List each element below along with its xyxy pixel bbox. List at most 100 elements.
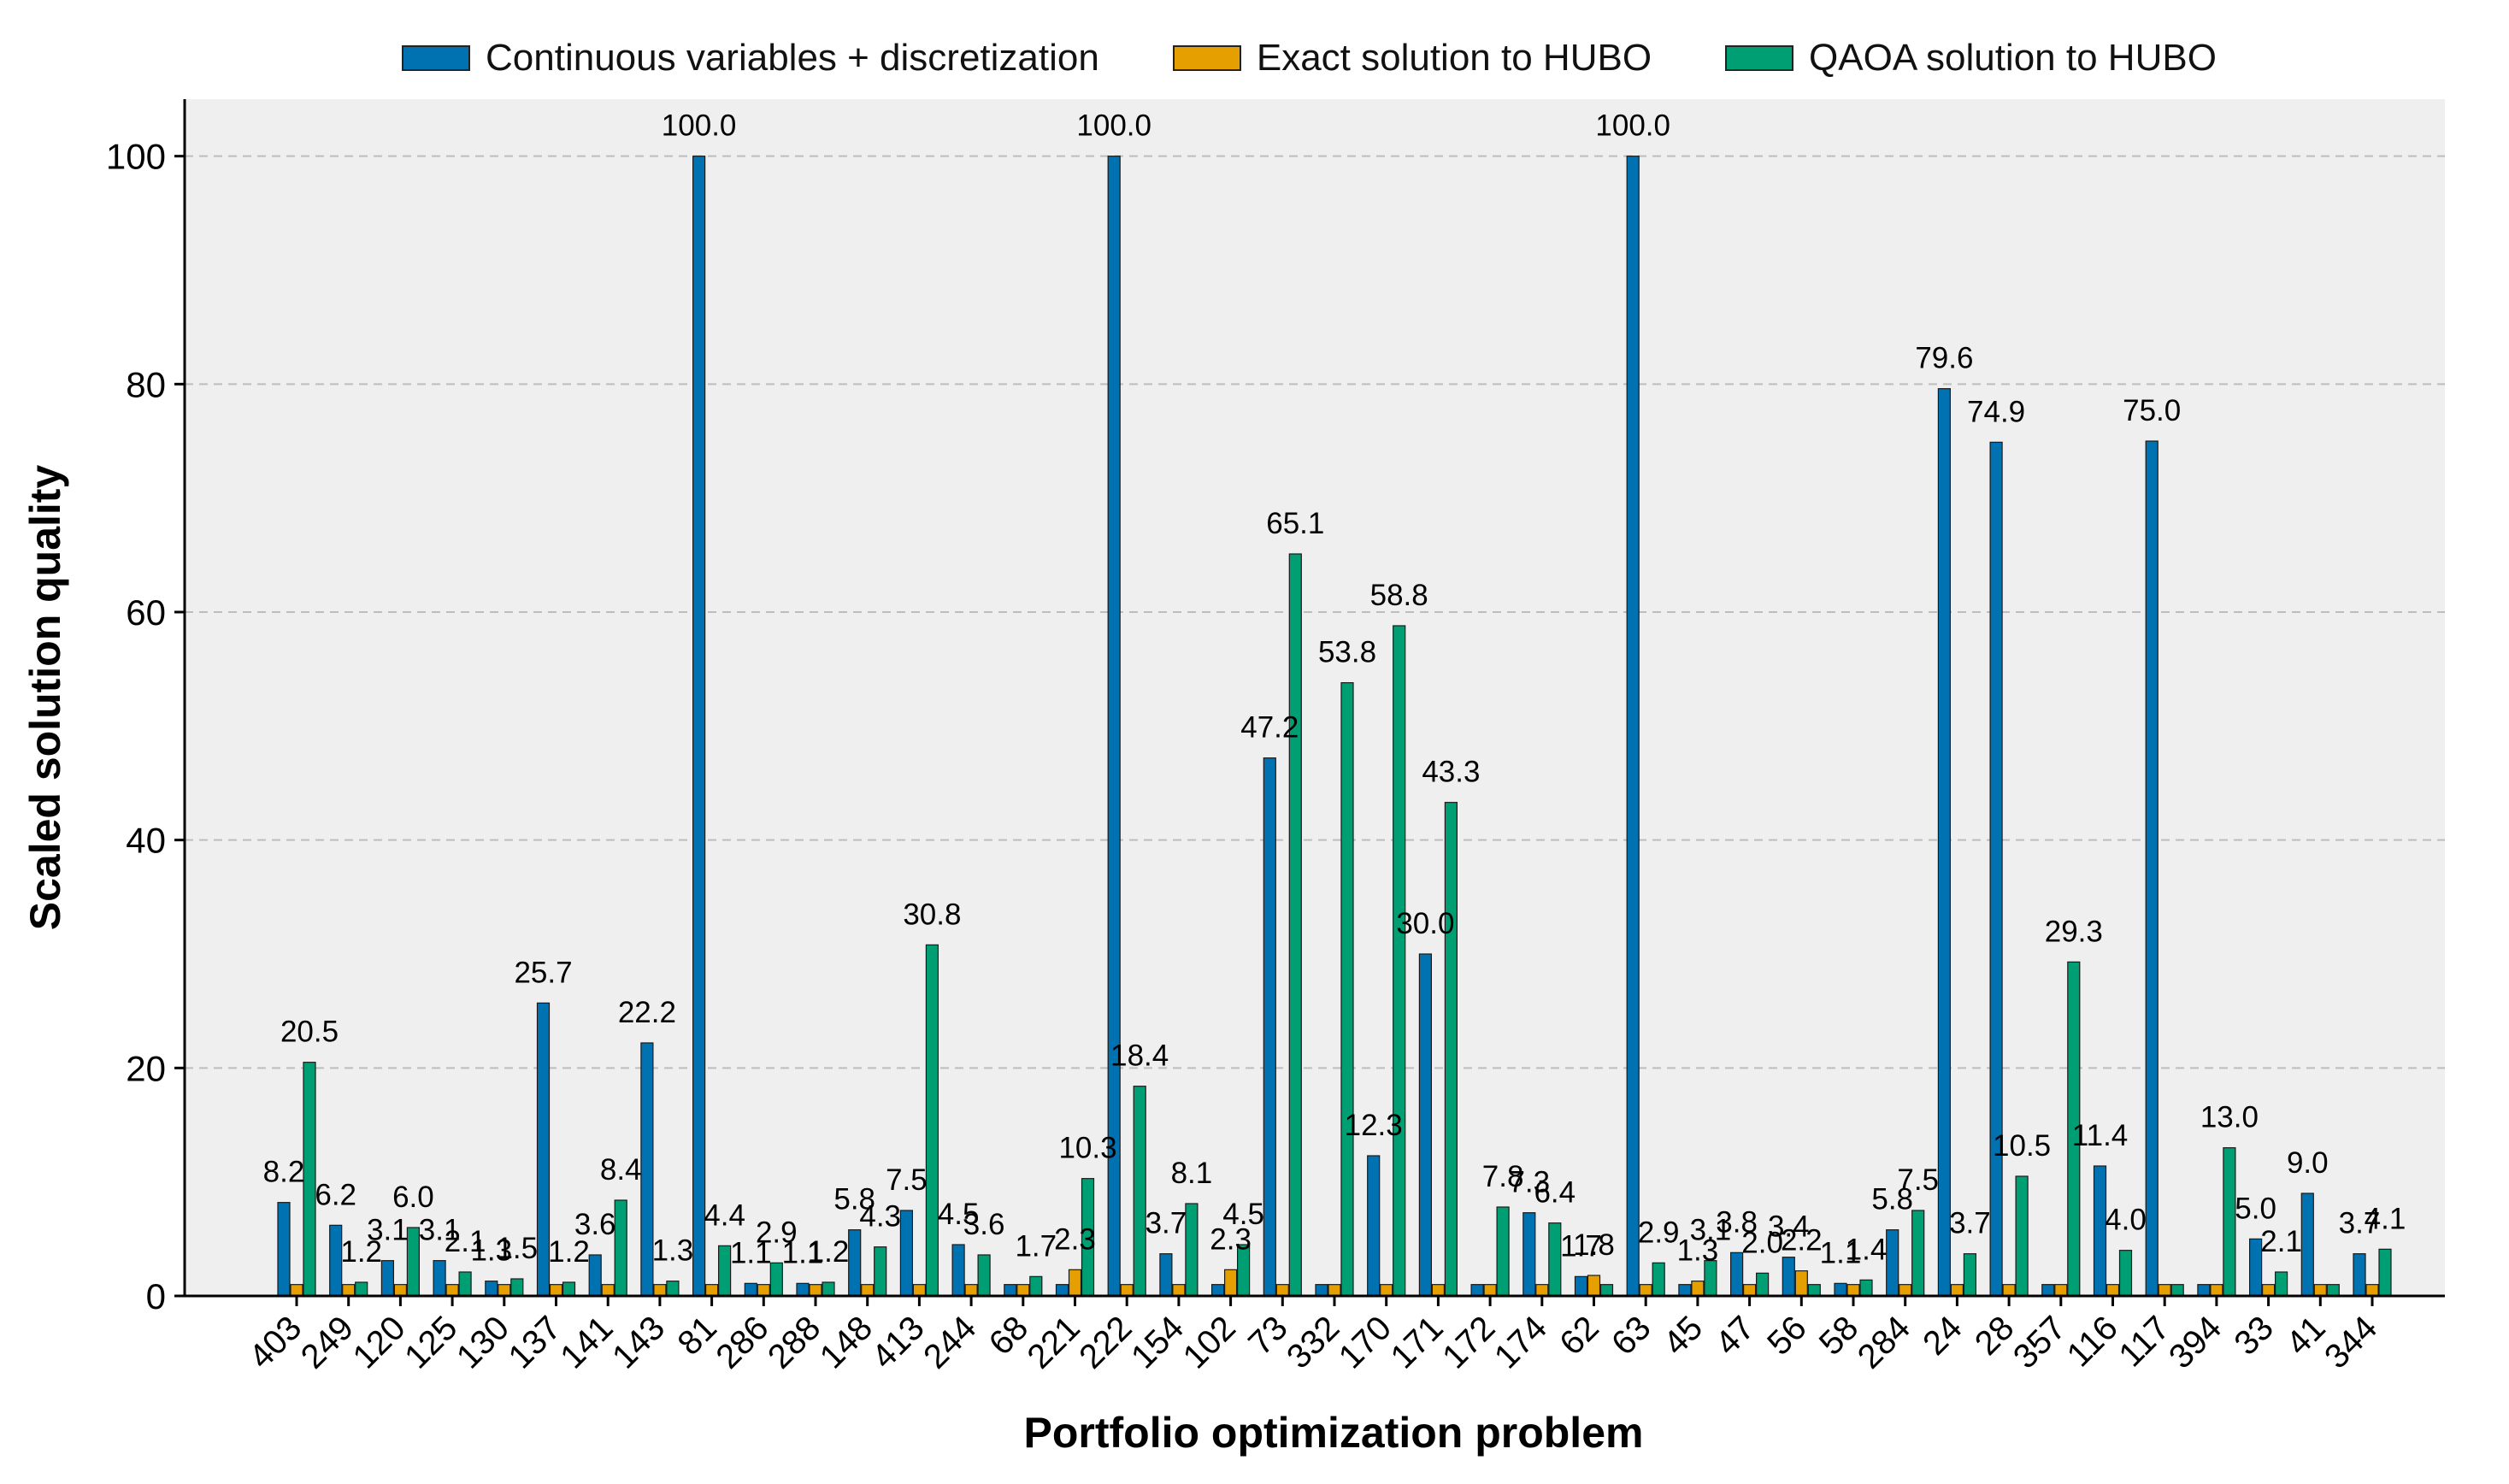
bar bbox=[1522, 1212, 1536, 1297]
data-label: 20.5 bbox=[280, 1016, 339, 1049]
bar bbox=[1004, 1284, 1017, 1297]
data-label: 1.5 bbox=[496, 1232, 538, 1265]
data-label: 4.5 bbox=[938, 1198, 980, 1231]
x-tick-label: 120 bbox=[345, 1309, 412, 1375]
bar bbox=[692, 156, 706, 1297]
bar bbox=[977, 1254, 991, 1297]
bar bbox=[1029, 1275, 1043, 1297]
data-label: 3.7 bbox=[1949, 1207, 1991, 1240]
bar bbox=[1846, 1284, 1860, 1297]
x-tick-label: 332 bbox=[1280, 1309, 1346, 1375]
bar bbox=[2106, 1284, 2120, 1297]
data-label: 2.1 bbox=[445, 1225, 486, 1258]
y-tick-label: 80 bbox=[126, 364, 166, 404]
bar bbox=[1834, 1282, 1847, 1297]
bar bbox=[393, 1284, 407, 1297]
bar bbox=[1133, 1086, 1146, 1297]
x-tick-label: 403 bbox=[242, 1309, 309, 1375]
bar bbox=[1574, 1275, 1588, 1297]
legend-swatch-exact bbox=[1172, 45, 1241, 71]
bar bbox=[848, 1229, 862, 1297]
data-label: 2.3 bbox=[1210, 1222, 1252, 1256]
data-label: 4.4 bbox=[704, 1198, 745, 1232]
plot-area bbox=[185, 99, 2445, 1296]
data-label: 2.9 bbox=[1638, 1216, 1680, 1249]
bar bbox=[1393, 625, 1406, 1297]
x-tick-label: 413 bbox=[864, 1309, 931, 1375]
data-label: 1.3 bbox=[652, 1234, 694, 1268]
bar bbox=[2054, 1284, 2068, 1297]
data-label: 5.0 bbox=[2235, 1192, 2276, 1225]
bar bbox=[2118, 1250, 2133, 1297]
bar bbox=[2223, 1147, 2236, 1297]
bar bbox=[1185, 1203, 1199, 1297]
bar bbox=[744, 1282, 757, 1297]
x-tick-label: 141 bbox=[553, 1309, 620, 1375]
bar bbox=[809, 1284, 822, 1297]
bar bbox=[1120, 1284, 1134, 1297]
bar bbox=[717, 1245, 732, 1297]
bar bbox=[2041, 1284, 2055, 1297]
bar bbox=[1483, 1284, 1497, 1297]
bar bbox=[964, 1284, 978, 1297]
data-label: 8.1 bbox=[1171, 1157, 1213, 1190]
bar bbox=[2145, 440, 2159, 1297]
bar bbox=[498, 1284, 511, 1297]
bar bbox=[1794, 1270, 1808, 1297]
bar bbox=[1782, 1257, 1795, 1297]
bar bbox=[380, 1260, 394, 1297]
data-label: 5.8 bbox=[1871, 1183, 1913, 1216]
data-label: 3.8 bbox=[1716, 1205, 1758, 1239]
bar bbox=[1288, 553, 1302, 1297]
x-tick-label: 288 bbox=[761, 1309, 827, 1375]
bar bbox=[1470, 1284, 1484, 1297]
legend-item-exact: Exact solution to HUBO bbox=[1172, 37, 1652, 80]
data-label: 4.1 bbox=[2365, 1202, 2406, 1235]
bar bbox=[2365, 1284, 2379, 1297]
x-tick-label: 45 bbox=[1657, 1309, 1711, 1363]
x-tick-label: 63 bbox=[1605, 1309, 1658, 1363]
x-tick-label: 102 bbox=[1176, 1309, 1243, 1375]
bar bbox=[1652, 1262, 1665, 1297]
bar bbox=[757, 1284, 770, 1297]
data-label: 5.8 bbox=[833, 1183, 875, 1216]
x-tick-label: 284 bbox=[1851, 1309, 1917, 1375]
x-tick-label: 221 bbox=[1021, 1309, 1087, 1375]
y-ticks: 0 20 40 60 80 100 bbox=[106, 137, 185, 1316]
bar bbox=[1599, 1284, 1614, 1297]
x-tick-label: 249 bbox=[294, 1309, 361, 1375]
bar bbox=[2353, 1253, 2366, 1297]
bar bbox=[912, 1284, 927, 1297]
bar bbox=[1159, 1253, 1173, 1297]
bar bbox=[1367, 1155, 1381, 1297]
x-tick-label: 148 bbox=[813, 1309, 880, 1375]
data-label: 30.0 bbox=[1396, 907, 1454, 940]
bar bbox=[1678, 1284, 1692, 1297]
data-label: 1.3 bbox=[470, 1234, 512, 1268]
bar bbox=[1068, 1269, 1082, 1297]
data-label: 4.0 bbox=[2105, 1204, 2147, 1237]
legend-item-continuous: Continuous variables + discretization bbox=[402, 37, 1099, 80]
bar bbox=[2378, 1248, 2392, 1297]
data-label: 2.2 bbox=[1781, 1224, 1823, 1257]
bar bbox=[1380, 1284, 1393, 1297]
bar bbox=[1328, 1284, 1341, 1297]
bar bbox=[1418, 953, 1433, 1297]
bar bbox=[2197, 1284, 2211, 1297]
data-label: 1.3 bbox=[1677, 1234, 1719, 1268]
data-label: 2.9 bbox=[756, 1216, 798, 1249]
bar bbox=[1691, 1281, 1705, 1297]
y-axis-label: Scaled solution quality bbox=[21, 465, 69, 931]
x-tick-label: 171 bbox=[1383, 1309, 1450, 1375]
data-label: 30.8 bbox=[903, 898, 961, 931]
bar bbox=[1963, 1253, 1976, 1297]
bar bbox=[704, 1284, 719, 1297]
x-tick-label: 24 bbox=[1916, 1309, 1970, 1363]
bar bbox=[601, 1284, 615, 1297]
x-tick-label: 62 bbox=[1552, 1309, 1606, 1363]
bar bbox=[355, 1281, 368, 1297]
x-tick-label: 47 bbox=[1708, 1309, 1762, 1363]
bar bbox=[769, 1262, 783, 1297]
bar bbox=[342, 1284, 356, 1297]
